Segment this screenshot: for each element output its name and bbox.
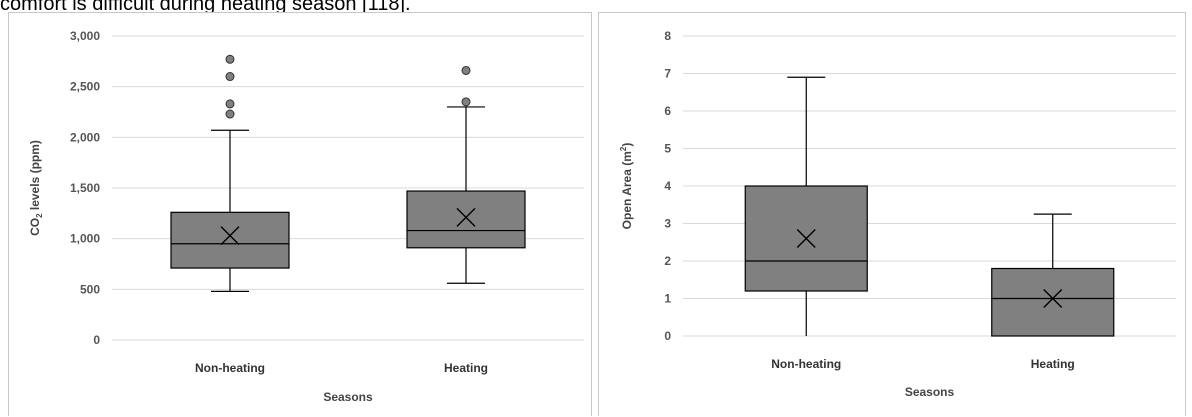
y-tick-label: 2 xyxy=(664,254,671,268)
box-non-heating xyxy=(744,76,868,336)
y-tick-label: 3,000 xyxy=(70,29,100,43)
open-area-boxplot: 0 1 2 3 4 5 6 7 8 Non-heating Heating Seasons Open A… xyxy=(619,29,1176,399)
x-category-label: Heating xyxy=(1031,357,1075,371)
outlier-point xyxy=(225,54,235,64)
y-tick-label: 4 xyxy=(664,179,671,193)
mean-marker xyxy=(796,229,816,248)
caption-text: comfort is difficult during heating seas… xyxy=(0,0,411,15)
outlier-point xyxy=(225,72,235,82)
x-category-label: Non-heating xyxy=(195,361,265,375)
y-tick-label: 1,000 xyxy=(70,232,100,246)
box-heating xyxy=(991,213,1115,337)
y-tick-label: 2,500 xyxy=(70,80,100,94)
co2-chart-panel: 0 500 1,000 1,500 2,000 2,500 3,000 Non-heating… xyxy=(8,12,592,416)
y-tick-label: 6 xyxy=(664,104,671,118)
y-tick-label: 3 xyxy=(664,217,671,231)
outlier-point xyxy=(461,97,471,107)
box-heating xyxy=(406,65,526,284)
y-tick-label: 7 xyxy=(664,67,671,81)
x-axis-title: Seasons xyxy=(905,385,955,399)
open-area-chart-panel: 0 1 2 3 4 5 6 7 8 Non-heating Heating Seasons Open A… xyxy=(598,12,1186,416)
co2-boxplot: 0 500 1,000 1,500 2,000 2,500 3,000 Non-heating… xyxy=(28,29,584,404)
y-axis-title: CO2 levels (ppm) xyxy=(28,140,44,236)
y-tick-label: 0 xyxy=(93,333,100,347)
iqr-box xyxy=(406,190,526,249)
mean-marker xyxy=(1043,289,1063,308)
y-tick-label: 2,000 xyxy=(70,130,100,144)
y-axis-title: Open Area (m2) xyxy=(619,143,634,230)
y-tick-label: 8 xyxy=(664,29,671,43)
x-axis-title: Seasons xyxy=(323,390,373,404)
y-tick-label: 5 xyxy=(664,142,671,156)
outlier-point xyxy=(461,65,471,75)
mean-marker xyxy=(456,207,476,227)
y-tick-label: 0 xyxy=(664,329,671,343)
x-category-label: Heating xyxy=(444,361,488,375)
y-tick-label: 500 xyxy=(80,282,100,296)
x-category-label: Non-heating xyxy=(771,357,841,371)
iqr-box xyxy=(170,211,290,269)
outlier-point xyxy=(225,109,235,119)
y-tick-label: 1 xyxy=(664,292,671,306)
y-tick-label: 1,500 xyxy=(70,181,100,195)
mean-marker xyxy=(220,226,240,246)
box-non-heating xyxy=(170,54,290,292)
iqr-box xyxy=(991,267,1115,337)
outlier-point xyxy=(225,99,235,109)
